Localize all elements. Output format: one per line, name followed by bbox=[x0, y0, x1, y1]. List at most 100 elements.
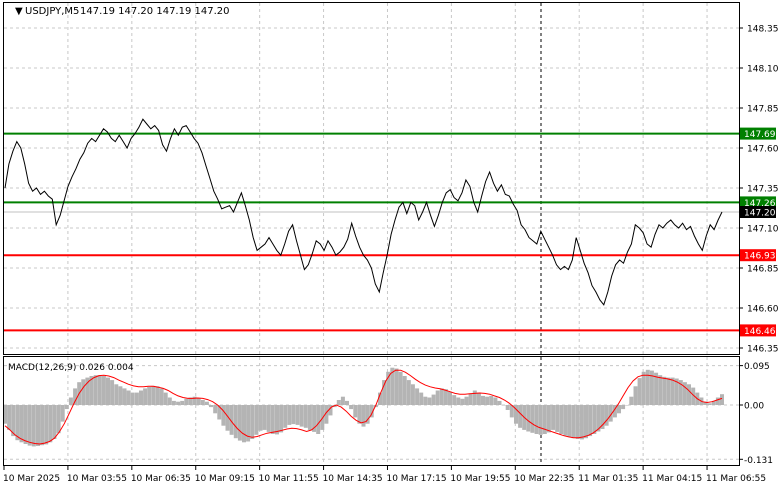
macd-bar-28 bbox=[118, 386, 123, 405]
macd-bar-93 bbox=[386, 371, 391, 405]
macd-bar-117 bbox=[485, 396, 490, 405]
current-price-box bbox=[740, 206, 776, 218]
series-layer bbox=[4, 118, 723, 306]
macd-bar-130 bbox=[538, 405, 543, 435]
label-layer: 147.69 147.26 146.93 146.46 147.20 bbox=[740, 127, 776, 337]
level-price-box-3 bbox=[740, 324, 776, 337]
macd-bar-30 bbox=[126, 390, 131, 405]
ohlc-label: 147.19 147.20 147.19 147.20 bbox=[80, 6, 230, 17]
macd-bar-10 bbox=[44, 405, 49, 445]
time-tick-label-0: 10 Mar 2025 bbox=[3, 474, 60, 484]
macd-bar-151 bbox=[625, 405, 630, 406]
time-tick-label-11: 11 Mar 06:55 bbox=[706, 474, 766, 484]
level-price-label-2: 146.93 bbox=[744, 252, 776, 262]
time-tick-label-6: 10 Mar 17:15 bbox=[386, 474, 446, 484]
macd-bar-72 bbox=[299, 405, 304, 427]
macd-bar-64 bbox=[266, 405, 271, 432]
macd-bar-8 bbox=[36, 405, 40, 446]
macd-bar-86 bbox=[357, 405, 362, 424]
macd-layer bbox=[3, 367, 724, 447]
macd-bar-70 bbox=[291, 405, 296, 425]
macd-bar-124 bbox=[514, 405, 518, 424]
macd-bar-133 bbox=[551, 405, 556, 430]
macd-bar-142 bbox=[588, 405, 593, 437]
macd-tick-label-1: 0.00 bbox=[744, 402, 764, 412]
macd-bar-3 bbox=[15, 405, 20, 441]
macd-bar-79 bbox=[328, 405, 333, 416]
macd-bar-2 bbox=[11, 405, 16, 437]
macd-bar-160 bbox=[662, 376, 667, 405]
macd-bar-128 bbox=[530, 405, 535, 433]
macd-bar-162 bbox=[670, 377, 675, 405]
macd-bar-37 bbox=[155, 386, 160, 405]
macd-bar-139 bbox=[575, 405, 580, 439]
macd-bar-137 bbox=[567, 405, 572, 437]
macd-bar-113 bbox=[468, 393, 473, 405]
macd-panel-frame bbox=[3, 356, 740, 466]
macd-bar-9 bbox=[40, 405, 45, 446]
macd-bar-116 bbox=[481, 395, 485, 405]
macd-bar-13 bbox=[56, 405, 61, 434]
macd-bar-154 bbox=[637, 378, 642, 405]
macd-bar-35 bbox=[147, 386, 152, 405]
macd-bar-38 bbox=[159, 388, 164, 405]
time-tick-label-8: 10 Mar 22:35 bbox=[514, 474, 574, 484]
macd-bar-114 bbox=[472, 390, 477, 405]
macd-bar-57 bbox=[237, 405, 242, 441]
macd-bar-96 bbox=[398, 371, 403, 405]
price-tick-label-0: 148.35 bbox=[747, 25, 779, 35]
macd-bar-95 bbox=[394, 368, 399, 405]
macd-bar-112 bbox=[464, 396, 469, 405]
macd-bar-5 bbox=[23, 405, 28, 444]
macd-bar-127 bbox=[526, 405, 531, 432]
macd-bar-157 bbox=[649, 370, 654, 405]
macd-bar-98 bbox=[406, 380, 411, 405]
macd-bar-0 bbox=[3, 405, 7, 424]
macd-bar-147 bbox=[608, 405, 613, 422]
macd-bar-148 bbox=[612, 405, 617, 418]
macd-bar-33 bbox=[139, 390, 143, 405]
macd-bar-89 bbox=[369, 405, 374, 418]
macd-bar-140 bbox=[579, 405, 584, 440]
time-tick-label-1: 10 Mar 03:55 bbox=[67, 474, 127, 484]
macd-bar-132 bbox=[546, 405, 551, 433]
macd-bar-34 bbox=[143, 388, 148, 405]
macd-bar-149 bbox=[617, 405, 621, 414]
macd-label: MACD(12,26,9) 0.026 0.004 bbox=[8, 363, 134, 373]
macd-bar-91 bbox=[378, 392, 382, 405]
macd-bar-146 bbox=[604, 405, 609, 426]
macd-bar-42 bbox=[176, 401, 181, 405]
macd-bar-138 bbox=[571, 405, 576, 439]
macd-bar-24 bbox=[101, 376, 106, 405]
macd-bar-99 bbox=[410, 384, 415, 405]
macd-bar-45 bbox=[188, 397, 193, 405]
macd-bar-29 bbox=[122, 388, 127, 405]
macd-bar-59 bbox=[246, 405, 251, 442]
macd-bar-171 bbox=[707, 403, 712, 405]
axis-layer: 148.35 148.10 147.85 147.60 147.35 147.10 146.… bbox=[3, 25, 779, 485]
macd-bar-82 bbox=[340, 396, 345, 405]
macd-bar-51 bbox=[213, 405, 218, 414]
macd-bar-32 bbox=[134, 392, 139, 405]
macd-bar-164 bbox=[678, 380, 683, 405]
macd-bar-60 bbox=[250, 405, 255, 439]
macd-bar-122 bbox=[505, 405, 510, 410]
macd-bar-174 bbox=[720, 394, 724, 405]
header-arrow-icon: ▼ bbox=[15, 6, 23, 17]
macd-bar-63 bbox=[262, 405, 267, 430]
macd-bar-55 bbox=[229, 405, 234, 435]
macd-bar-49 bbox=[204, 401, 209, 405]
level-price-box-0 bbox=[740, 127, 776, 140]
macd-bar-81 bbox=[336, 400, 341, 405]
level-price-label-1: 147.26 bbox=[744, 199, 776, 209]
macd-bar-102 bbox=[423, 396, 428, 405]
frame-layer bbox=[3, 2, 740, 466]
macd-bar-135 bbox=[559, 405, 564, 434]
macd-bar-163 bbox=[674, 378, 679, 405]
macd-bar-14 bbox=[60, 405, 65, 422]
macd-bar-7 bbox=[31, 405, 36, 447]
price-tick-label-3: 147.60 bbox=[747, 145, 779, 155]
macd-bar-156 bbox=[645, 369, 650, 405]
